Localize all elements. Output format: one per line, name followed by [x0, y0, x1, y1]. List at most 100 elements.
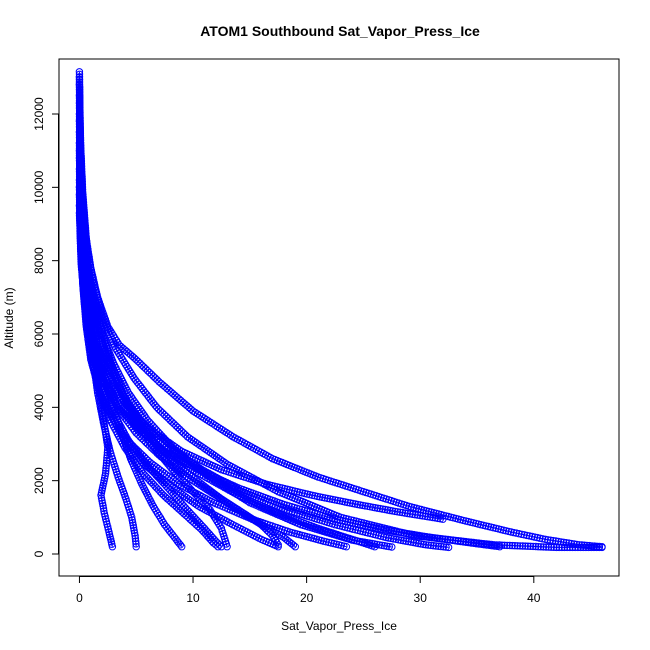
- data-point: [75, 176, 84, 184]
- y-axis: 0 2000 4000 6000 8000 10000 12000: [32, 97, 59, 557]
- data-marks: [75, 68, 606, 552]
- data-point: [102, 459, 111, 467]
- data-point: [78, 276, 87, 284]
- data-point: [401, 509, 409, 517]
- data-point: [162, 412, 171, 421]
- data-point: [488, 542, 496, 550]
- data-point: [289, 541, 298, 549]
- data-point: [534, 543, 542, 551]
- data-point: [128, 516, 136, 524]
- data-point: [75, 133, 84, 142]
- y-tick-label: 2000: [32, 467, 46, 494]
- data-point: [97, 494, 106, 502]
- data-point: [156, 407, 165, 415]
- data-point: [395, 528, 403, 536]
- data-point: [575, 541, 583, 549]
- data-point: [532, 542, 540, 551]
- data-point: [506, 541, 514, 550]
- data-point: [130, 526, 138, 535]
- data-point: [593, 542, 601, 550]
- data-point: [578, 541, 586, 549]
- data-point: [134, 357, 142, 366]
- data-point: [524, 542, 532, 550]
- data-point: [140, 453, 148, 461]
- data-point: [75, 92, 84, 100]
- data-point: [563, 543, 571, 552]
- data-point: [77, 252, 85, 261]
- data-point: [214, 543, 222, 551]
- data-point: [76, 245, 85, 253]
- data-point: [538, 535, 547, 543]
- data-point: [419, 512, 427, 520]
- data-point: [76, 222, 84, 230]
- data-point: [554, 537, 562, 546]
- data-point: [75, 122, 84, 131]
- data-point: [75, 191, 84, 199]
- data-point: [102, 461, 111, 470]
- data-point: [75, 186, 84, 194]
- data-point: [151, 447, 159, 455]
- data-point: [129, 518, 137, 527]
- data-point: [545, 543, 553, 551]
- data-point: [87, 338, 96, 347]
- data-point: [436, 515, 445, 523]
- data-point: [75, 128, 84, 137]
- data-point: [142, 365, 150, 373]
- data-point: [408, 510, 417, 518]
- data-point: [75, 73, 84, 82]
- data-point: [449, 536, 457, 545]
- data-point: [179, 429, 188, 437]
- data-point: [80, 296, 89, 305]
- data-point: [503, 541, 511, 550]
- data-point: [164, 414, 172, 422]
- data-point: [86, 330, 94, 339]
- data-point: [99, 415, 107, 423]
- data-point: [427, 541, 435, 550]
- data-point: [188, 517, 196, 525]
- data-point: [427, 533, 436, 542]
- series-17: [75, 209, 282, 549]
- data-point: [585, 541, 593, 550]
- data-point: [79, 283, 88, 292]
- data-point: [446, 536, 454, 544]
- data-point: [75, 214, 84, 222]
- data-point: [75, 110, 84, 118]
- data-point: [134, 447, 143, 455]
- plot-frame: [58, 58, 620, 577]
- data-point: [75, 139, 84, 148]
- data-point: [102, 467, 110, 475]
- data-point: [75, 165, 84, 173]
- data-point: [99, 502, 107, 510]
- data-point: [75, 211, 84, 220]
- data-point: [441, 535, 449, 543]
- data-point: [174, 423, 182, 432]
- data-point: [291, 543, 299, 551]
- data-point: [393, 508, 402, 516]
- data-point: [407, 538, 415, 546]
- data-point: [99, 504, 108, 513]
- data-point: [75, 147, 84, 155]
- data-point: [158, 409, 167, 417]
- data-point: [78, 273, 87, 281]
- data-point: [382, 526, 390, 534]
- data-point: [416, 511, 424, 520]
- data-point: [465, 538, 473, 547]
- data-point: [77, 263, 86, 271]
- y-tick-label: 8000: [32, 247, 46, 274]
- data-point: [511, 542, 519, 550]
- data-point: [132, 537, 140, 545]
- data-point: [75, 68, 84, 76]
- data-point: [83, 317, 92, 326]
- data-point: [546, 536, 555, 544]
- data-point: [437, 542, 445, 551]
- data-point: [385, 526, 393, 535]
- data-point: [542, 543, 550, 551]
- data-point: [457, 537, 465, 546]
- series-line: [78, 157, 449, 548]
- x-axis-label: Sat_Vapor_Press_Ice: [281, 619, 397, 633]
- data-point: [129, 442, 137, 450]
- data-point: [75, 154, 84, 162]
- data-point: [496, 543, 504, 551]
- data-point: [76, 235, 85, 243]
- data-point: [412, 531, 421, 539]
